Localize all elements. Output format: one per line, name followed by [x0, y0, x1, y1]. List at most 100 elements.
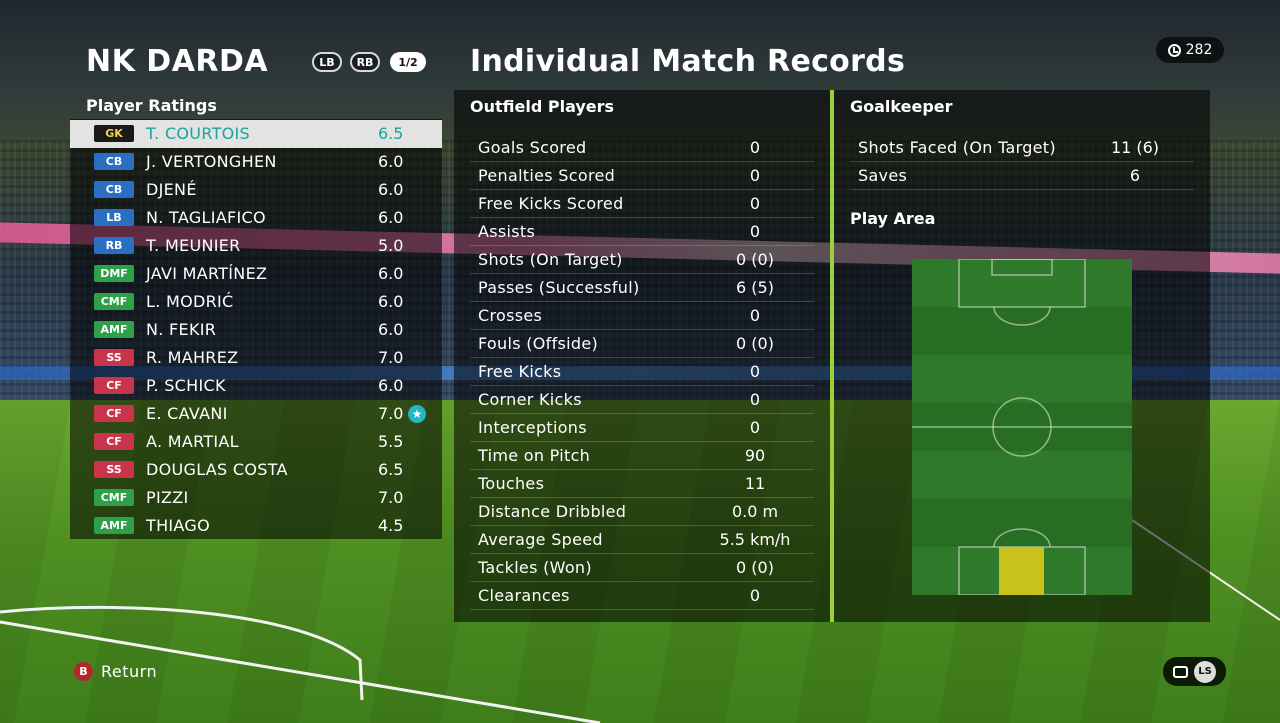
player-row[interactable]: CMF PIZZI 7.0	[70, 484, 442, 512]
player-name: P. SCHICK	[146, 376, 226, 395]
player-rating: 5.0	[378, 236, 404, 255]
stat-row: Average Speed 5.5 km/h	[470, 526, 814, 554]
position-badge: CMF	[94, 489, 134, 506]
player-rating: 6.0	[378, 180, 404, 199]
player-rating: 5.5	[378, 432, 404, 451]
player-row[interactable]: AMF THIAGO 4.5	[70, 512, 442, 540]
player-name: J. VERTONGHEN	[146, 152, 277, 171]
stat-value: 0	[749, 362, 761, 381]
player-row[interactable]: CB DJENÉ 6.0	[70, 176, 442, 204]
play-area-lines	[912, 259, 1132, 595]
stat-row: Goals Scored 0	[470, 134, 814, 162]
player-row[interactable]: CF A. MARTIAL 5.5	[70, 428, 442, 456]
play-area-label: Play Area	[850, 209, 936, 228]
player-row[interactable]: SS R. MAHREZ 7.0	[70, 344, 442, 372]
stat-label: Distance Dribbled	[478, 502, 627, 521]
return-button[interactable]: B Return	[74, 662, 157, 681]
play-area-pitch	[912, 259, 1132, 595]
stat-label: Penalties Scored	[478, 166, 616, 185]
player-rating: 6.5	[378, 460, 404, 479]
stat-row: Shots (On Target) 0 (0)	[470, 246, 814, 274]
position-badge: GK	[94, 125, 134, 142]
stat-value: 0	[749, 222, 761, 241]
player-rating: 6.0	[378, 208, 404, 227]
player-row[interactable]: CF P. SCHICK 6.0	[70, 372, 442, 400]
timer-value: 282	[1185, 42, 1213, 58]
stat-label: Fouls (Offside)	[478, 334, 599, 353]
player-row[interactable]: DMF JAVI MARTÍNEZ 6.0	[70, 260, 442, 288]
stat-row: Fouls (Offside) 0 (0)	[470, 330, 814, 358]
stat-row: Tackles (Won) 0 (0)	[470, 554, 814, 582]
stat-value: 0 (0)	[736, 250, 774, 269]
player-row[interactable]: CF E. CAVANI 7.0 ★	[70, 400, 442, 428]
ls-button-icon: LS	[1194, 660, 1216, 683]
stat-row: Saves 6	[850, 162, 1194, 190]
stat-value: 0 (0)	[736, 558, 774, 577]
stat-label: Clearances	[478, 586, 570, 605]
player-name: DJENÉ	[146, 180, 197, 199]
play-area-heat-zone	[999, 547, 1044, 595]
player-name: E. CAVANI	[146, 404, 228, 423]
player-row[interactable]: CB J. VERTONGHEN 6.0	[70, 148, 442, 176]
stat-label: Average Speed	[478, 530, 603, 549]
position-badge: LB	[94, 209, 134, 226]
stat-value: 0	[749, 138, 761, 157]
stat-value: 0	[749, 306, 761, 325]
player-name: DOUGLAS COSTA	[146, 460, 288, 479]
page-title: Individual Match Records	[470, 44, 906, 79]
position-badge: CF	[94, 405, 134, 422]
stat-row: Time on Pitch 90	[470, 442, 814, 470]
player-row[interactable]: RB T. MEUNIER 5.0	[70, 232, 442, 260]
position-badge: AMF	[94, 321, 134, 338]
player-rating: 4.5	[378, 516, 404, 535]
position-badge: AMF	[94, 517, 134, 534]
panel-divider	[830, 90, 834, 622]
stat-label: Shots (On Target)	[478, 250, 623, 269]
stat-label: Corner Kicks	[478, 390, 582, 409]
stat-value: 90	[744, 446, 766, 465]
player-ratings-label: Player Ratings	[86, 96, 217, 115]
player-name: L. MODRIĆ	[146, 292, 234, 311]
stat-value: 11	[744, 474, 766, 493]
player-rating: 6.0	[378, 320, 404, 339]
stat-row: Distance Dribbled 0.0 m	[470, 498, 814, 526]
stat-value: 11 (6)	[1110, 138, 1160, 157]
chat-button[interactable]: LS	[1163, 657, 1226, 686]
stat-row: Free Kicks 0	[470, 358, 814, 386]
chat-icon	[1173, 665, 1188, 678]
page-indicator: 1/2	[390, 52, 426, 72]
position-badge: SS	[94, 349, 134, 366]
stat-value: 0	[749, 194, 761, 213]
return-label: Return	[101, 662, 158, 681]
star-icon: ★	[408, 405, 426, 423]
position-badge: RB	[94, 237, 134, 254]
player-name: A. MARTIAL	[146, 432, 239, 451]
player-rating: 6.5	[378, 124, 404, 143]
player-name: T. MEUNIER	[146, 236, 241, 255]
player-name: T. COURTOIS	[146, 124, 251, 143]
stat-label: Goals Scored	[478, 138, 587, 157]
player-rating: 7.0	[378, 488, 404, 507]
stat-value: 5.5 km/h	[719, 530, 791, 549]
rb-button[interactable]: RB	[350, 52, 380, 72]
stat-row: Passes (Successful) 6 (5)	[470, 274, 814, 302]
stat-label: Free Kicks	[478, 362, 562, 381]
stat-row: Corner Kicks 0	[470, 386, 814, 414]
stat-value: 0	[749, 390, 761, 409]
player-row[interactable]: AMF N. FEKIR 6.0	[70, 316, 442, 344]
position-badge: CF	[94, 433, 134, 450]
position-badge: SS	[94, 461, 134, 478]
stat-label: Passes (Successful)	[478, 278, 640, 297]
player-name: N. TAGLIAFICO	[146, 208, 266, 227]
stat-value: 6 (5)	[736, 278, 774, 297]
outfield-label: Outfield Players	[470, 97, 615, 116]
player-row[interactable]: GK T. COURTOIS 6.5	[70, 120, 442, 148]
player-row[interactable]: CMF L. MODRIĆ 6.0	[70, 288, 442, 316]
stat-value: 0	[749, 166, 761, 185]
player-rating: 6.0	[378, 152, 404, 171]
goalkeeper-label: Goalkeeper	[850, 97, 953, 116]
lb-button[interactable]: LB	[312, 52, 342, 72]
player-name: N. FEKIR	[146, 320, 217, 339]
player-row[interactable]: SS DOUGLAS COSTA 6.5	[70, 456, 442, 484]
player-row[interactable]: LB N. TAGLIAFICO 6.0	[70, 204, 442, 232]
